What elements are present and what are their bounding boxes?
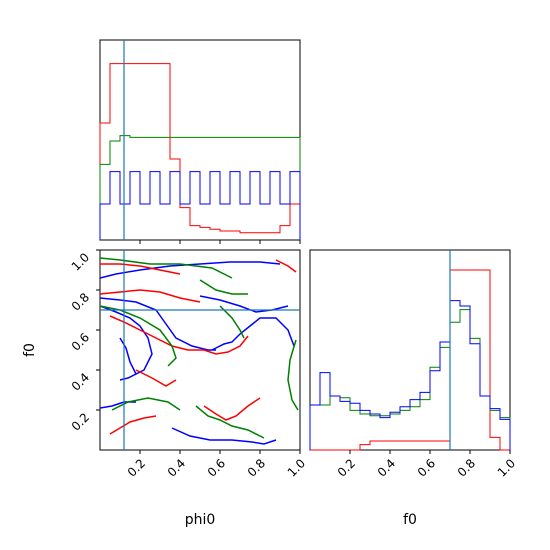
contour-xtick-label: 0.2 — [125, 456, 148, 479]
contour-blue-1 — [100, 305, 153, 381]
contour-blue-4 — [199, 295, 289, 313]
hist-phi0-blue — [99, 171, 301, 240]
hist-phi0-red — [99, 63, 301, 240]
contour-ytick-label: 1.0 — [69, 250, 92, 273]
contour-ytick-label: 0.4 — [69, 370, 92, 393]
ylabel-f0: f0 — [22, 343, 38, 357]
contour-green-18 — [219, 305, 245, 339]
contour-green-19 — [287, 339, 299, 411]
hist-phi0-green — [99, 135, 301, 240]
axis-ticks: 0.2 0.4 0.6 0.8 1.0 0.2 0.4 0.6 0.8 1.0 0.2 0.4 0.6 0… — [69, 240, 518, 480]
hist-f0-xtick-label: 0.4 — [375, 456, 398, 479]
contour-red-8 — [100, 263, 181, 275]
contour-red-14 — [275, 259, 297, 273]
truth-lines — [100, 40, 451, 450]
contour-green-15 — [100, 257, 233, 279]
hist-phi0-frame — [99, 39, 301, 241]
hist-phi0-series — [99, 63, 301, 240]
contour-ytick-label: 0.8 — [69, 290, 92, 313]
contour-blue-0 — [100, 297, 216, 351]
contour-red-11 — [135, 369, 177, 387]
contour-red-12 — [203, 397, 261, 421]
contour-series — [100, 257, 299, 445]
contour-blue-7 — [119, 337, 137, 375]
xlabel-f0: f0 — [403, 512, 417, 528]
hist-f0-xtick-label: 0.8 — [455, 456, 478, 479]
contour-ytick-label: 0.2 — [69, 410, 92, 433]
contour-green-21 — [195, 405, 265, 439]
contour-xtick-label: 0.6 — [205, 456, 228, 479]
contour-blue-2 — [211, 317, 295, 351]
hist-f0-red — [310, 269, 510, 451]
xlabel-phi0: phi0 — [185, 512, 216, 528]
contour-red-13 — [109, 415, 157, 435]
hist-f0-xtick-label: 1.0 — [495, 456, 518, 479]
contour-xtick-label: 0.4 — [165, 456, 188, 479]
hist-f0-frame — [309, 249, 511, 451]
hist-f0-blue — [309, 300, 511, 450]
contour-ytick-label: 0.6 — [69, 330, 92, 353]
contour-green-20 — [111, 397, 181, 411]
contour-xtick-label: 1.0 — [285, 456, 308, 479]
hist-f0-xtick-label: 0.2 — [335, 456, 358, 479]
contour-blue-5 — [171, 427, 277, 445]
contour-green-17 — [100, 305, 177, 367]
contour-frame — [99, 249, 301, 451]
contour-xtick-label: 0.8 — [245, 456, 268, 479]
contour-red-10 — [109, 315, 249, 355]
contour-green-16 — [199, 279, 248, 295]
hist-f0-series — [309, 269, 511, 451]
hist-f0-xtick-label: 0.6 — [415, 456, 438, 479]
contour-red-9 — [100, 289, 201, 303]
